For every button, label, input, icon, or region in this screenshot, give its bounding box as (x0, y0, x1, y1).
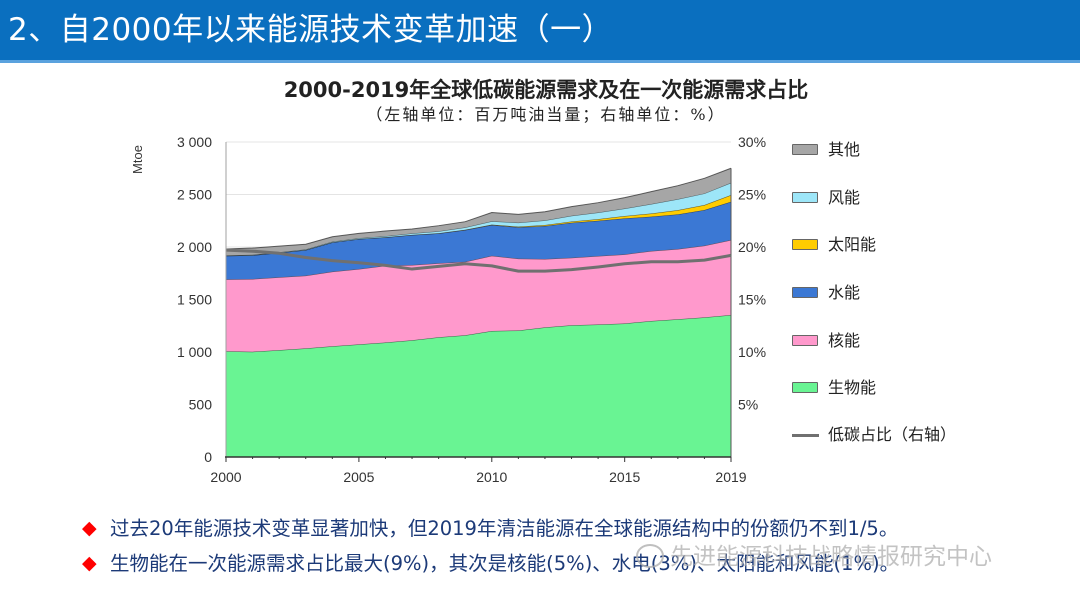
y-tick-label: 0 (204, 449, 212, 465)
x-tick-label: 2010 (476, 469, 507, 485)
legend-label: 水能 (828, 283, 861, 302)
y2-tick-label: 15% (738, 292, 766, 308)
x-tick-label: 2019 (715, 469, 746, 485)
page-title: 2、自2000年以来能源技术变革加速（一） (8, 12, 614, 48)
legend-swatch (792, 335, 818, 346)
legend-swatch (792, 192, 818, 203)
y2-tick-label: 10% (738, 344, 766, 360)
y-tick-label: 1 000 (177, 344, 212, 360)
y-tick-label: 2 500 (177, 187, 212, 203)
legend-line-marker (792, 434, 819, 437)
legend-label: 生物能 (828, 378, 877, 397)
y2-tick-label: 5% (738, 397, 758, 413)
watermark-text: 先进能源科技战略情报研究中心 (670, 544, 992, 570)
legend-label: 低碳占比（右轴） (828, 425, 957, 444)
y-tick-label: 1 500 (177, 292, 212, 308)
legend-swatch (792, 287, 818, 298)
legend-swatch (792, 144, 818, 155)
y-tick-label: 500 (189, 397, 213, 413)
legend-item-solar: 太阳能 (790, 233, 980, 257)
legend-label: 其他 (828, 140, 861, 159)
line-low-carbon-share (225, 248, 732, 273)
bullet-text: 过去20年能源技术变革显著加快，但2019年清洁能源在全球能源结构中的份额仍不到… (110, 517, 899, 540)
area-biomass (226, 315, 731, 457)
legend-item-other: 其他 (790, 138, 980, 162)
tick-labels: 0 500 1 000 1 500 2 000 2 500 3 000 5% 10% 15% 20%… (177, 134, 766, 485)
share-line-layer (225, 248, 732, 273)
chart-title: 2000-2019年全球低碳能源需求及在一次能源需求占比 (283, 78, 809, 102)
bullet-text: 生物能在一次能源需求占比最大(9%)，其次是核能(5%)、水电(3%)、太阳能和… (110, 552, 900, 575)
y-axis-unit-label: Mtoe (129, 145, 145, 174)
axes (225, 142, 732, 462)
legend-item-hydro: 水能 (790, 281, 980, 305)
area-hydro (226, 201, 731, 280)
legend-item-low-carbon-share: 低碳占比（右轴） (790, 423, 980, 447)
legend-item-biomass: 生物能 (790, 376, 980, 400)
wechat-icon (636, 543, 664, 568)
y2-tick-label: 25% (738, 187, 766, 203)
header-bar: 2、自2000年以来能源技术变革加速（一） (0, 0, 1080, 63)
stacked-areas (225, 167, 732, 457)
area-edge-other (225, 167, 732, 250)
chart-subtitle: （左轴单位：百万吨油当量；右轴单位：%） (366, 105, 726, 124)
legend-swatch (792, 382, 818, 393)
y2-tick-label: 30% (738, 134, 766, 150)
x-tick-label: 2005 (343, 469, 374, 485)
y2-tick-label: 20% (738, 239, 766, 255)
x-tick-label: 2015 (609, 469, 640, 485)
y-tick-label: 3 000 (177, 134, 212, 150)
legend-item-wind: 风能 (790, 186, 980, 210)
area-nuclear (226, 239, 731, 352)
legend-swatch (792, 239, 818, 250)
legend-item-nuclear: 核能 (790, 329, 980, 353)
legend-label: 风能 (828, 188, 861, 207)
legend-label: 核能 (828, 331, 861, 350)
diamond-icon: ◆ (82, 518, 97, 539)
y-tick-label: 2 000 (177, 239, 212, 255)
watermark: 先进能源科技战略情报研究中心 (636, 540, 992, 574)
diamond-icon: ◆ (82, 553, 97, 574)
x-tick-label: 2000 (210, 469, 241, 485)
legend-label: 太阳能 (828, 235, 877, 254)
